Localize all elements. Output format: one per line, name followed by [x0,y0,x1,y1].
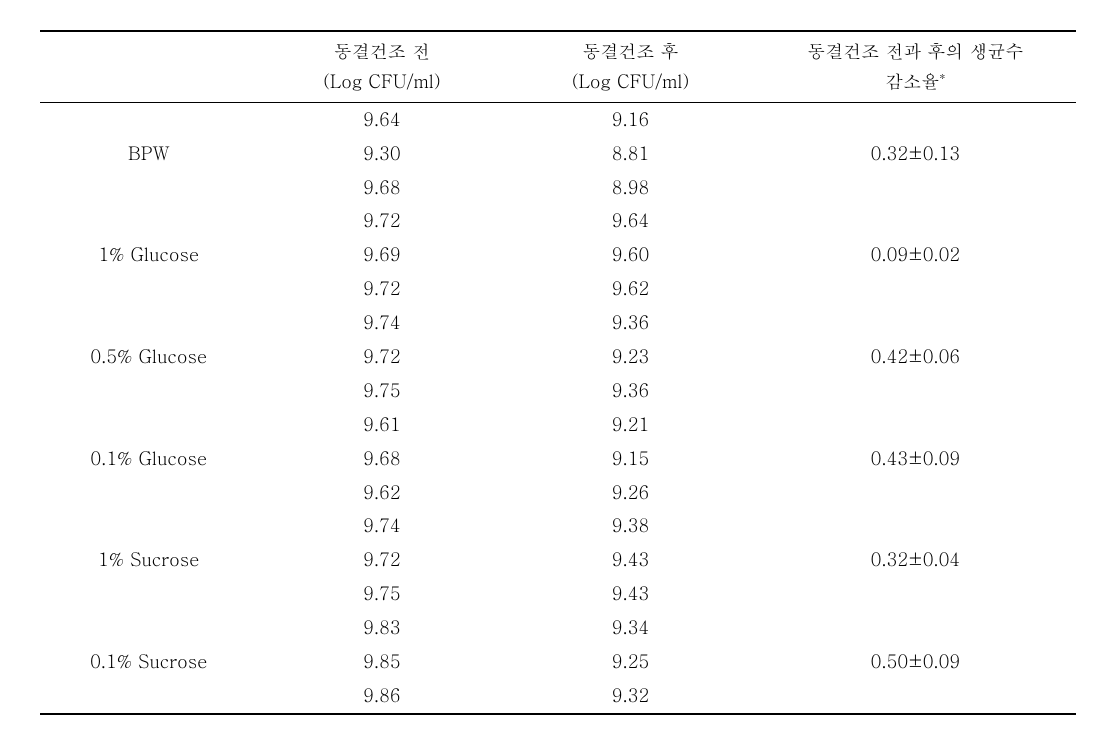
header-after-2: (Log CFU/ml) [506,68,755,102]
table-row: 0.1% Glucose9.689.150.43±0.09 [40,442,1076,476]
header-rate-1: 동결건조 전과 후의 생균수 [755,31,1076,68]
value-before: 9.72 [258,272,507,306]
row-label: 1% Sucrose [40,543,258,577]
row-label [40,102,258,136]
table-row: 9.749.36 [40,306,1076,340]
value-after: 9.32 [506,679,755,714]
header-rate-2-sup: * [939,67,945,85]
value-before: 9.61 [258,408,507,442]
value-rate: 0.09±0.02 [755,238,1076,272]
row-label: 0.5% Glucose [40,340,258,374]
value-before: 9.68 [258,442,507,476]
header-rate-2: 감소율* [755,68,1076,102]
row-label [40,374,258,408]
value-after: 9.21 [506,408,755,442]
row-label: 0.1% Glucose [40,442,258,476]
value-rate: 0.42±0.06 [755,340,1076,374]
row-label [40,476,258,510]
value-before: 9.72 [258,204,507,238]
value-after: 9.43 [506,543,755,577]
row-label [40,171,258,205]
value-rate: 0.32±0.13 [755,137,1076,171]
table-row: 9.619.21 [40,408,1076,442]
row-label [40,679,258,714]
value-after: 9.64 [506,204,755,238]
row-label [40,204,258,238]
row-label: BPW [40,137,258,171]
value-before: 9.75 [258,577,507,611]
table-row: 9.729.62 [40,272,1076,306]
table-body: 9.649.16BPW9.308.810.32±0.139.688.989.72… [40,102,1076,714]
table-row: 9.688.98 [40,171,1076,205]
value-before: 9.68 [258,171,507,205]
header-empty-2 [40,68,258,102]
value-after: 9.16 [506,102,755,136]
value-after: 9.43 [506,577,755,611]
row-label: 0.1% Sucrose [40,645,258,679]
value-before: 9.75 [258,374,507,408]
table-row: 9.749.38 [40,509,1076,543]
row-label [40,272,258,306]
value-before: 9.72 [258,543,507,577]
value-rate [755,306,1076,340]
value-before: 9.30 [258,137,507,171]
value-after: 9.23 [506,340,755,374]
value-rate [755,408,1076,442]
value-rate [755,374,1076,408]
table-row: 9.649.16 [40,102,1076,136]
value-rate: 0.43±0.09 [755,442,1076,476]
value-before: 9.62 [258,476,507,510]
value-rate [755,102,1076,136]
value-rate: 0.32±0.04 [755,543,1076,577]
value-before: 9.74 [258,509,507,543]
table-header-row2: (Log CFU/ml) (Log CFU/ml) 감소율* [40,68,1076,102]
row-label: 1% Glucose [40,238,258,272]
table-row: 9.629.26 [40,476,1076,510]
value-after: 9.25 [506,645,755,679]
value-rate [755,204,1076,238]
value-after: 9.62 [506,272,755,306]
value-after: 9.38 [506,509,755,543]
value-before: 9.85 [258,645,507,679]
table-row: 0.1% Sucrose9.859.250.50±0.09 [40,645,1076,679]
header-after-1: 동결건조 후 [506,31,755,68]
table-row: 9.759.43 [40,577,1076,611]
header-rate-2-text: 감소율 [885,69,939,94]
value-rate [755,509,1076,543]
value-before: 9.69 [258,238,507,272]
table-row: 1% Glucose9.699.600.09±0.02 [40,238,1076,272]
header-before-1: 동결건조 전 [258,31,507,68]
value-before: 9.64 [258,102,507,136]
value-before: 9.72 [258,340,507,374]
value-rate [755,679,1076,714]
value-after: 9.60 [506,238,755,272]
row-label [40,509,258,543]
value-rate: 0.50±0.09 [755,645,1076,679]
value-after: 8.98 [506,171,755,205]
value-rate [755,476,1076,510]
table-row: 0.5% Glucose9.729.230.42±0.06 [40,340,1076,374]
value-after: 9.26 [506,476,755,510]
value-after: 9.36 [506,306,755,340]
value-after: 8.81 [506,137,755,171]
row-label [40,408,258,442]
value-before: 9.74 [258,306,507,340]
table-row: 9.869.32 [40,679,1076,714]
value-rate [755,171,1076,205]
row-label [40,306,258,340]
value-rate [755,272,1076,306]
table-row: 9.759.36 [40,374,1076,408]
value-rate [755,577,1076,611]
header-before-2: (Log CFU/ml) [258,68,507,102]
data-table: 동결건조 전 동결건조 후 동결건조 전과 후의 생균수 (Log CFU/ml… [40,30,1076,715]
table-row: BPW9.308.810.32±0.13 [40,137,1076,171]
row-label [40,577,258,611]
table-row: 9.729.64 [40,204,1076,238]
table-row: 1% Sucrose9.729.430.32±0.04 [40,543,1076,577]
value-before: 9.86 [258,679,507,714]
value-after: 9.36 [506,374,755,408]
header-empty-1 [40,31,258,68]
table-header-row1: 동결건조 전 동결건조 후 동결건조 전과 후의 생균수 [40,31,1076,68]
value-after: 9.15 [506,442,755,476]
